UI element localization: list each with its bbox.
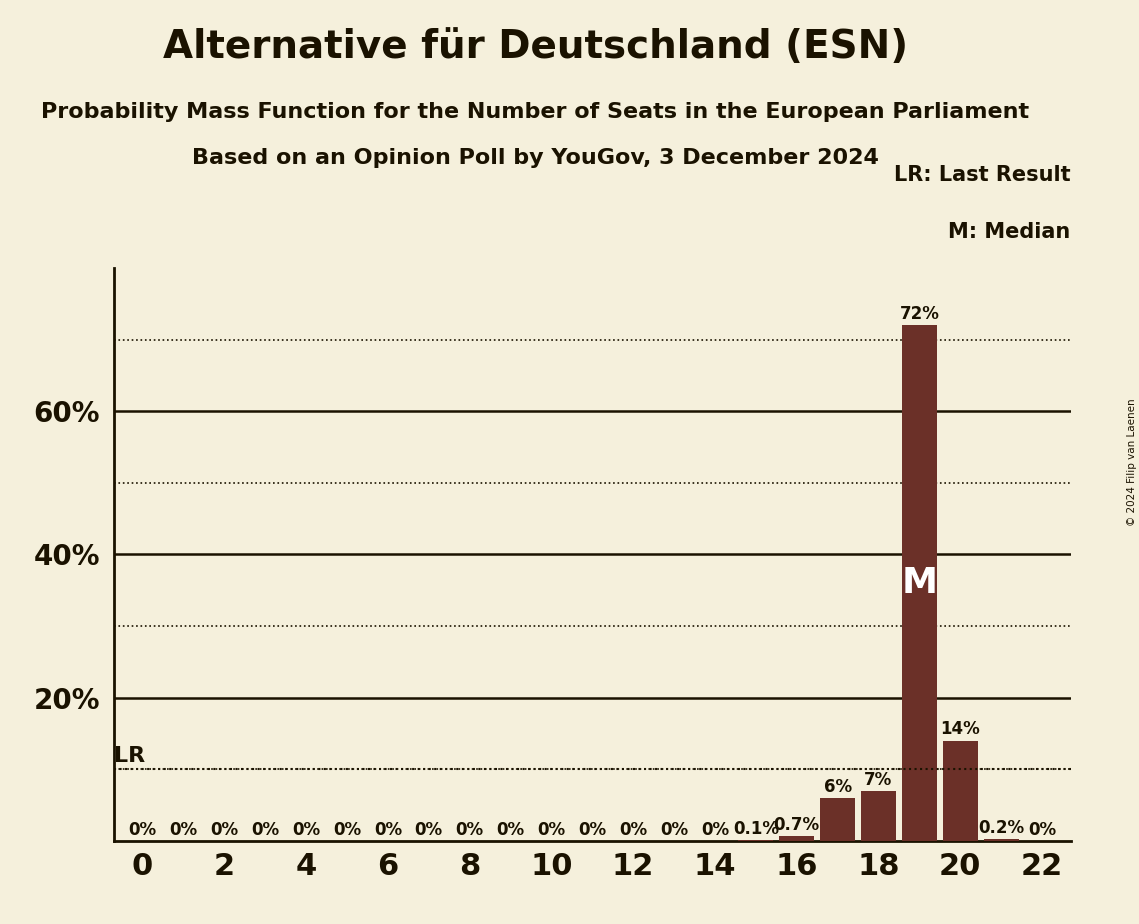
Text: Alternative für Deutschland (ESN): Alternative für Deutschland (ESN) (163, 28, 908, 66)
Text: 0%: 0% (292, 821, 320, 839)
Text: M: Median: M: Median (949, 222, 1071, 242)
Text: 0%: 0% (211, 821, 238, 839)
Text: 0.2%: 0.2% (978, 820, 1024, 837)
Text: LR: LR (114, 746, 145, 766)
Text: 0%: 0% (170, 821, 197, 839)
Text: 0%: 0% (579, 821, 606, 839)
Bar (984, 839, 1018, 841)
Text: Based on an Opinion Poll by YouGov, 3 December 2024: Based on an Opinion Poll by YouGov, 3 De… (191, 148, 879, 168)
Text: 72%: 72% (900, 305, 940, 323)
Text: 0%: 0% (538, 821, 565, 839)
Text: 0.1%: 0.1% (732, 820, 779, 838)
Text: 0%: 0% (620, 821, 647, 839)
Bar (943, 741, 977, 841)
Bar (902, 325, 936, 841)
Text: LR: Last Result: LR: Last Result (894, 164, 1071, 185)
Text: 0%: 0% (374, 821, 402, 839)
Bar (861, 791, 896, 841)
Text: 0%: 0% (415, 821, 443, 839)
Text: © 2024 Filip van Laenen: © 2024 Filip van Laenen (1126, 398, 1137, 526)
Text: M: M (901, 566, 937, 600)
Text: Probability Mass Function for the Number of Seats in the European Parliament: Probability Mass Function for the Number… (41, 102, 1030, 122)
Bar (779, 836, 814, 841)
Text: 0%: 0% (497, 821, 525, 839)
Text: 6%: 6% (823, 778, 852, 796)
Text: 0%: 0% (129, 821, 156, 839)
Bar (820, 797, 855, 841)
Text: 0.7%: 0.7% (773, 816, 820, 833)
Text: 0%: 0% (700, 821, 729, 839)
Text: 14%: 14% (941, 721, 981, 738)
Text: 0%: 0% (333, 821, 361, 839)
Text: 7%: 7% (865, 771, 893, 788)
Text: 0%: 0% (456, 821, 484, 839)
Text: 0%: 0% (1029, 821, 1056, 839)
Text: 0%: 0% (251, 821, 279, 839)
Text: 0%: 0% (659, 821, 688, 839)
